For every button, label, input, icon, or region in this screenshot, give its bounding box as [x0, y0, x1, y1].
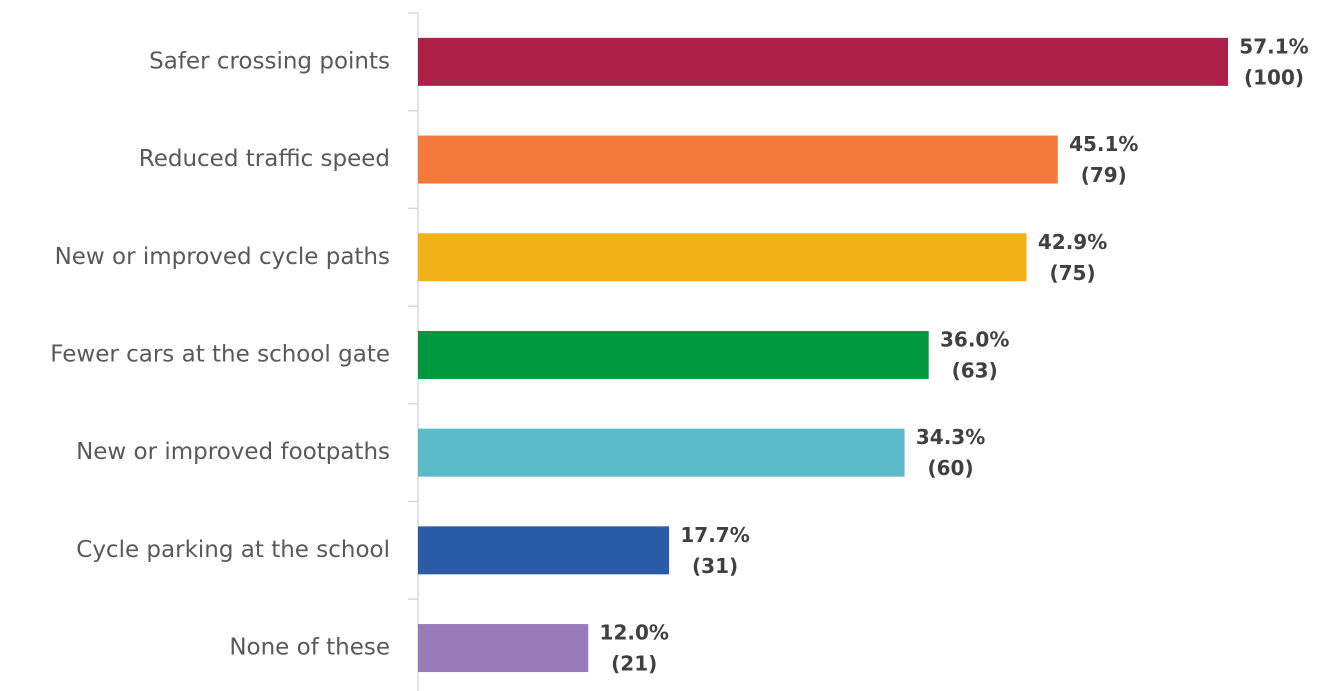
category-label: Cycle parking at the school	[76, 537, 390, 563]
bar	[418, 233, 1027, 282]
category-label: Safer crossing points	[149, 48, 390, 74]
value-label: 57.1%	[1239, 34, 1308, 58]
bar	[418, 135, 1058, 184]
value-label: 42.9%	[1038, 230, 1107, 254]
count-label: (31)	[692, 554, 738, 578]
count-label: (60)	[928, 456, 974, 480]
category-label: New or improved cycle paths	[55, 244, 390, 270]
count-label: (79)	[1081, 163, 1127, 187]
count-label: (75)	[1050, 261, 1096, 285]
value-label: 36.0%	[940, 327, 1009, 351]
value-label: 17.7%	[680, 523, 749, 547]
bar	[418, 330, 929, 379]
count-label: (100)	[1244, 65, 1304, 89]
count-label: (63)	[952, 358, 998, 382]
bar	[418, 37, 1228, 86]
category-label: Reduced traffic speed	[139, 146, 390, 172]
value-label: 12.0%	[600, 621, 669, 645]
bar	[418, 428, 905, 477]
bar	[418, 526, 670, 575]
value-label: 45.1%	[1069, 132, 1138, 156]
count-label: (21)	[611, 652, 657, 676]
value-label: 34.3%	[916, 425, 985, 449]
category-label: None of these	[229, 635, 390, 661]
category-label: Fewer cars at the school gate	[50, 341, 390, 367]
category-label: New or improved footpaths	[76, 439, 390, 465]
bar	[418, 624, 589, 673]
